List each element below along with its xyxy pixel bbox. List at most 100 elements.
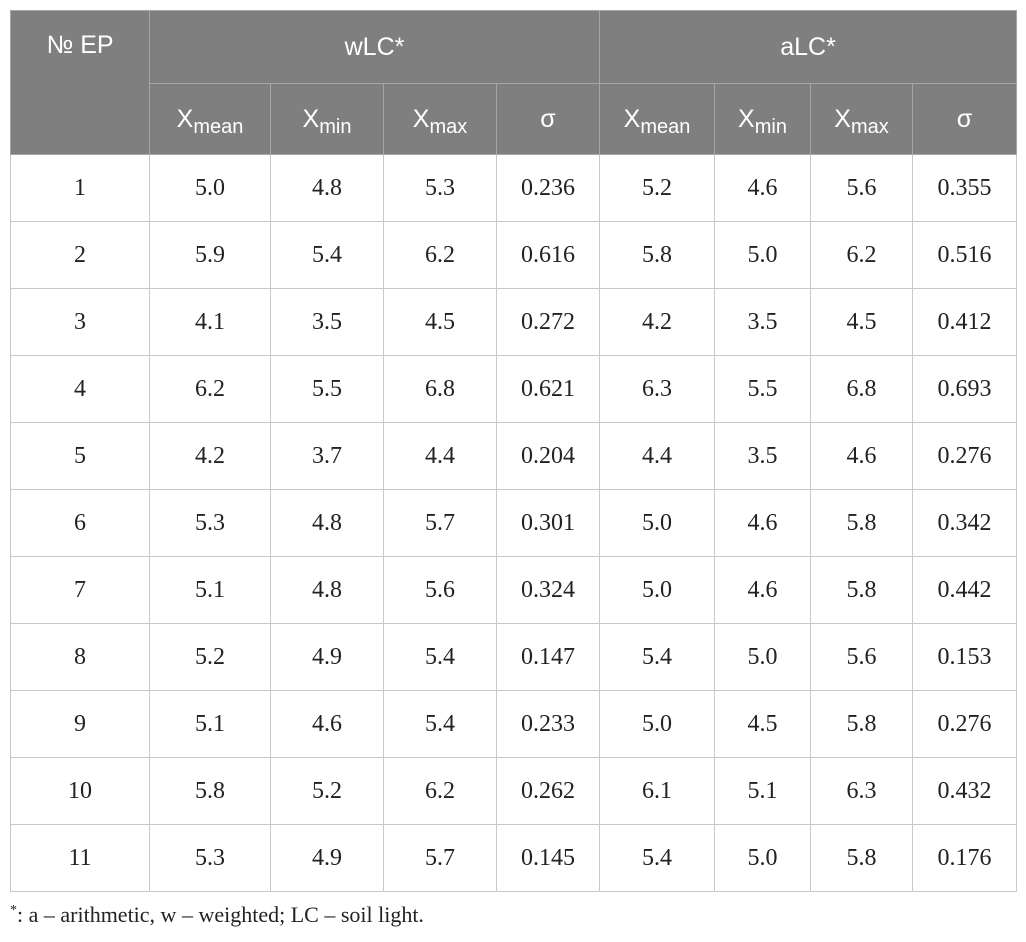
table-cell: 5.8	[149, 757, 271, 825]
table-cell: 0.301	[496, 489, 600, 557]
header-group-wlc: wLC*	[149, 10, 600, 84]
table-cell: 3.5	[714, 422, 811, 490]
table-cell: 0.324	[496, 556, 600, 624]
ep-number-cell: 3	[10, 288, 150, 356]
header-stat: σ	[496, 83, 600, 155]
table-cell: 0.276	[911, 690, 1018, 758]
header-stat-symbol: X	[302, 104, 320, 133]
header-stat-symbol: X	[738, 104, 755, 133]
table-cell: 5.6	[810, 154, 913, 222]
table-cell: 0.272	[496, 288, 600, 356]
table-cell: 6.8	[810, 355, 913, 423]
table-cell: 5.2	[149, 623, 271, 691]
table-row: 9 5.1 4.6 5.4 0.233 5.0 4.5 5.8 0.276	[10, 690, 1018, 758]
table-cell: 5.4	[599, 824, 715, 892]
table-row: 8 5.2 4.9 5.4 0.147 5.4 5.0 5.6 0.153	[10, 623, 1018, 691]
table-cell: 0.616	[496, 221, 600, 289]
table-cell: 5.5	[270, 355, 384, 423]
table-cell: 0.153	[911, 623, 1018, 691]
ep-number-cell: 11	[10, 824, 150, 892]
table-cell: 5.5	[714, 355, 811, 423]
header-stat: Xmean	[149, 83, 271, 155]
table-cell: 5.7	[383, 824, 497, 892]
table-cell: 5.0	[599, 690, 715, 758]
table-cell: 5.3	[383, 154, 497, 222]
table-cell: 5.4	[599, 623, 715, 691]
table-cell: 5.0	[714, 824, 811, 892]
table-cell: 4.6	[714, 556, 811, 624]
table-cell: 5.3	[149, 824, 271, 892]
ep-number-cell: 5	[10, 422, 150, 490]
table-cell: 4.4	[383, 422, 497, 490]
table-cell: 4.4	[599, 422, 715, 490]
table-cell: 4.6	[270, 690, 384, 758]
table-cell: 0.262	[496, 757, 600, 825]
table-cell: 0.412	[911, 288, 1018, 356]
ep-number-cell: 9	[10, 690, 150, 758]
table-cell: 4.5	[383, 288, 497, 356]
table-cell: 0.176	[911, 824, 1018, 892]
table-cell: 3.5	[714, 288, 811, 356]
table-cell: 4.2	[599, 288, 715, 356]
header-row-stats: Xmean Xmin Xmax σ Xmean Xmin Xmax σ	[11, 83, 1018, 155]
table-cell: 4.8	[270, 154, 384, 222]
table-cell: 6.2	[149, 355, 271, 423]
table-row: 11 5.3 4.9 5.7 0.145 5.4 5.0 5.8 0.176	[10, 824, 1018, 892]
table-body: 1 5.0 4.8 5.3 0.236 5.2 4.6 5.6 0.355 2 5.9 5.4 6.2 0…	[10, 154, 1018, 892]
table-cell: 4.2	[149, 422, 271, 490]
table-row: 5 4.2 3.7 4.4 0.204 4.4 3.5 4.6 0.276	[10, 422, 1018, 490]
table-cell: 5.4	[383, 690, 497, 758]
header-stat-subscript: mean	[640, 115, 691, 138]
table-cell: 0.233	[496, 690, 600, 758]
header-stat: Xmax	[383, 83, 497, 155]
table-cell: 4.6	[810, 422, 913, 490]
table-row: 7 5.1 4.8 5.6 0.324 5.0 4.6 5.8 0.442	[10, 556, 1018, 624]
table-cell: 6.1	[599, 757, 715, 825]
table-cell: 5.0	[599, 556, 715, 624]
table-cell: 0.236	[496, 154, 600, 222]
header-stat: Xmean	[599, 83, 715, 155]
ep-number-cell: 8	[10, 623, 150, 691]
header-stat-symbol: X	[834, 104, 851, 133]
table-row: 4 6.2 5.5 6.8 0.621 6.3 5.5 6.8 0.693	[10, 355, 1018, 423]
footnote-marker: *	[10, 903, 17, 918]
table-cell: 4.8	[270, 556, 384, 624]
header-stat-subscript: min	[319, 115, 352, 138]
table-cell: 0.276	[911, 422, 1018, 490]
header-stat-symbol: σ	[540, 104, 556, 133]
table-cell: 5.0	[714, 623, 811, 691]
header-stat: Xmax	[810, 83, 913, 155]
table-cell: 6.2	[383, 221, 497, 289]
header-stat-symbol: X	[176, 104, 194, 133]
ep-number-cell: 4	[10, 355, 150, 423]
data-table-container: № EP wLC* aLC* Xmean Xmin Xmax σ Xmean Xmin Xm…	[10, 10, 1018, 892]
footnote-text: : a – arithmetic, w – weighted; LC – soi…	[17, 902, 424, 927]
table-cell: 6.3	[810, 757, 913, 825]
table-cell: 5.0	[599, 489, 715, 557]
table-cell: 0.204	[496, 422, 600, 490]
table-cell: 0.342	[911, 489, 1018, 557]
table-cell: 5.2	[270, 757, 384, 825]
table-cell: 4.1	[149, 288, 271, 356]
table-cell: 5.4	[383, 623, 497, 691]
header-stat-subscript: max	[429, 115, 468, 138]
table-cell: 0.432	[911, 757, 1018, 825]
table-cell: 5.0	[714, 221, 811, 289]
header-stat-subscript: mean	[193, 115, 244, 138]
header-stat-symbol: σ	[956, 104, 973, 133]
table-cell: 4.6	[714, 154, 811, 222]
table-row: 6 5.3 4.8 5.7 0.301 5.0 4.6 5.8 0.342	[10, 489, 1018, 557]
table-cell: 5.2	[599, 154, 715, 222]
ep-number-cell: 10	[10, 757, 150, 825]
table-row: 1 5.0 4.8 5.3 0.236 5.2 4.6 5.6 0.355	[10, 154, 1018, 222]
footnote: *: a – arithmetic, w – weighted; LC – so…	[10, 902, 424, 928]
table-cell: 6.8	[383, 355, 497, 423]
table-cell: 4.5	[810, 288, 913, 356]
header-stat-subscript: min	[754, 115, 787, 138]
table-cell: 5.9	[149, 221, 271, 289]
table-cell: 0.621	[496, 355, 600, 423]
table-cell: 5.1	[149, 556, 271, 624]
ep-number-cell: 7	[10, 556, 150, 624]
header-stat: σ	[911, 83, 1018, 155]
table-row: 10 5.8 5.2 6.2 0.262 6.1 5.1 6.3 0.432	[10, 757, 1018, 825]
